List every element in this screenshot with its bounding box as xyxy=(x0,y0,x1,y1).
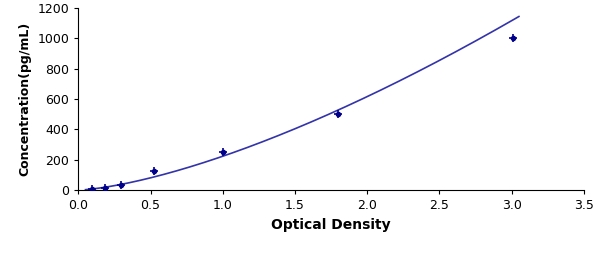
X-axis label: Optical Density: Optical Density xyxy=(272,218,391,232)
Y-axis label: Concentration(pg/mL): Concentration(pg/mL) xyxy=(19,22,32,176)
